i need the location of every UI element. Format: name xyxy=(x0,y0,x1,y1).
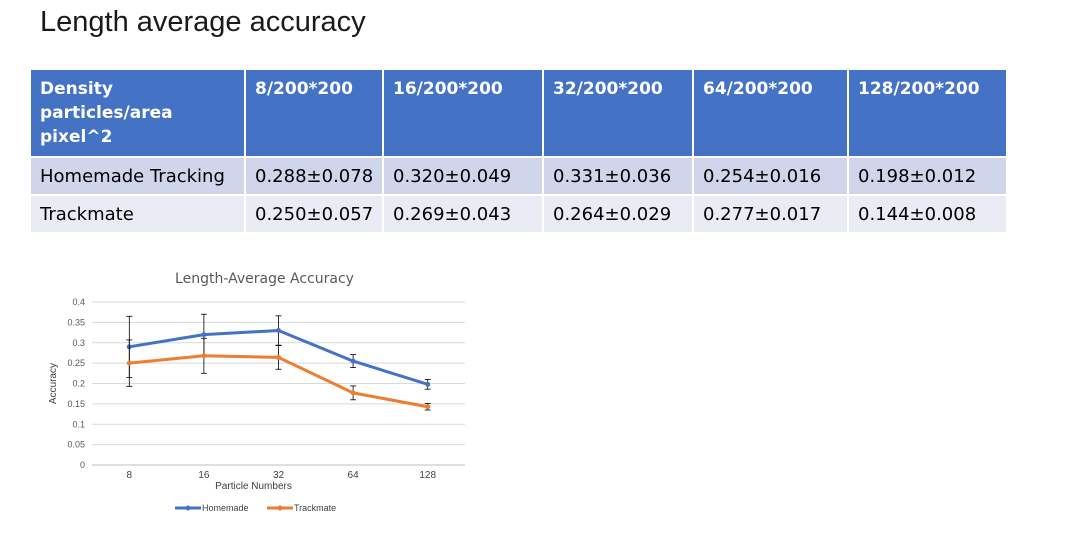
x-axis-label: Particle Numbers xyxy=(215,481,292,492)
accuracy-table: Density particles/area pixel^2 8/200*200… xyxy=(31,70,1006,232)
data-point-trackmate xyxy=(126,360,132,366)
y-tick-label: 0.3 xyxy=(72,338,85,348)
y-tick-label: 0.15 xyxy=(67,399,85,409)
table-cell: 0.277±0.017 xyxy=(693,194,849,232)
y-tick-label: 0 xyxy=(80,460,85,470)
header-density: Density particles/area pixel^2 xyxy=(31,70,246,157)
y-tick-label: 0.1 xyxy=(72,419,85,429)
legend-label-trackmate: Trackmate xyxy=(294,503,336,513)
x-tick-label: 128 xyxy=(419,470,436,481)
y-tick-label: 0.35 xyxy=(67,317,85,327)
table-row-trackmate: Trackmate 0.250±0.057 0.269±0.043 0.264±… xyxy=(31,194,1006,232)
header-64: 64/200*200 xyxy=(693,70,849,157)
x-tick-label: 32 xyxy=(273,470,285,481)
y-tick-label: 0.25 xyxy=(67,358,85,368)
header-32: 32/200*200 xyxy=(543,70,694,157)
table-cell: 0.250±0.057 xyxy=(245,194,384,232)
header-16: 16/200*200 xyxy=(383,70,544,157)
y-tick-label: 0.2 xyxy=(72,379,85,389)
table-cell: 0.320±0.049 xyxy=(383,156,544,195)
slide-title: Length average accuracy xyxy=(40,6,366,38)
legend-marker-trackmate xyxy=(277,505,283,511)
table-cell: 0.269±0.043 xyxy=(383,194,544,232)
y-tick-label: 0.4 xyxy=(72,297,85,307)
data-point-homemade xyxy=(201,332,207,338)
legend-marker-homemade xyxy=(185,505,191,511)
data-point-trackmate xyxy=(276,354,281,360)
legend-label-homemade: Homemade xyxy=(202,503,249,513)
table-cell: 0.264±0.029 xyxy=(543,194,694,232)
accuracy-line-chart: Length-Average Accuracy 0 0.05 0.1 0.15 0.2 0.… xyxy=(48,271,465,513)
data-point-homemade xyxy=(425,381,431,387)
table-cell: 0.144±0.008 xyxy=(848,194,1006,232)
table-row-homemade: Homemade Tracking 0.288±0.078 0.320±0.04… xyxy=(31,156,1006,195)
table-cell: 0.254±0.016 xyxy=(693,156,849,195)
data-point-trackmate xyxy=(425,404,431,410)
y-axis-label: Accuracy xyxy=(48,363,59,404)
data-point-homemade xyxy=(350,358,356,364)
y-tick-label: 0.05 xyxy=(67,440,85,450)
data-point-trackmate xyxy=(350,390,356,396)
x-tick-label: 16 xyxy=(198,470,210,481)
x-tick-label: 64 xyxy=(348,470,360,481)
header-128: 128/200*200 xyxy=(848,70,1006,157)
data-point-homemade xyxy=(276,328,281,334)
table-header-row: Density particles/area pixel^2 8/200*200… xyxy=(31,70,1006,157)
table-cell: 0.288±0.078 xyxy=(245,156,384,195)
row-label: Homemade Tracking xyxy=(31,156,246,195)
x-tick-label: 8 xyxy=(127,470,133,481)
row-label: Trackmate xyxy=(31,194,246,232)
table-cell: 0.198±0.012 xyxy=(848,156,1006,195)
table-cell: 0.331±0.036 xyxy=(543,156,694,195)
chart-title: Length-Average Accuracy xyxy=(175,271,354,287)
data-point-trackmate xyxy=(201,353,207,359)
header-8: 8/200*200 xyxy=(245,70,384,157)
